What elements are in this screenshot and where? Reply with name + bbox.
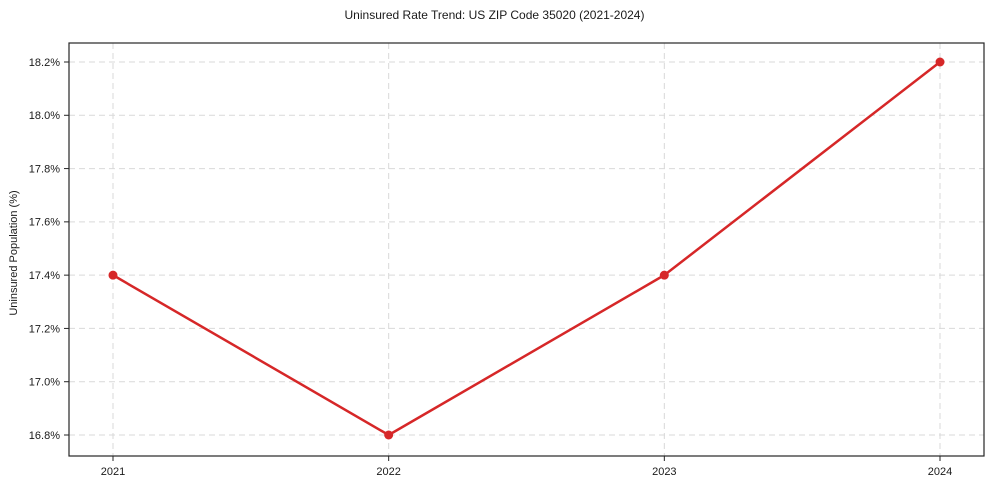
- trend-series: [108, 57, 945, 440]
- data-point-2022: [384, 430, 394, 440]
- data-point-2024: [935, 57, 945, 67]
- x-tick-label: 2024: [928, 466, 952, 478]
- y-tick-label: 18.2%: [29, 57, 60, 69]
- x-tick-label: 2023: [652, 466, 676, 478]
- tick-labels: 16.8% 17.0% 17.2% 17.4% 17.6% 17.8% 18.0% 18.2%…: [29, 57, 952, 478]
- y-tick-label: 16.8%: [29, 430, 60, 442]
- gridlines: [69, 43, 984, 456]
- x-tick-label: 2021: [101, 466, 125, 478]
- y-axis-label-text: Uninsured Population (%): [8, 190, 20, 316]
- y-tick-label: 17.6%: [29, 217, 60, 229]
- axis-ticks: [64, 61, 941, 461]
- plot-border: [68, 42, 985, 457]
- data-point-2023: [659, 270, 669, 280]
- y-tick-label: 17.0%: [29, 377, 60, 389]
- chart-title: Uninsured Rate Trend: US ZIP Code 35020 …: [344, 8, 645, 22]
- y-tick-label: 17.8%: [29, 163, 60, 175]
- y-tick-label: 17.4%: [29, 270, 60, 282]
- x-tick-label: 2022: [376, 466, 400, 478]
- data-point-2021: [108, 270, 118, 280]
- y-tick-label: 18.0%: [29, 110, 60, 122]
- trend-line: [111, 60, 942, 437]
- y-tick-label: 17.2%: [29, 323, 60, 335]
